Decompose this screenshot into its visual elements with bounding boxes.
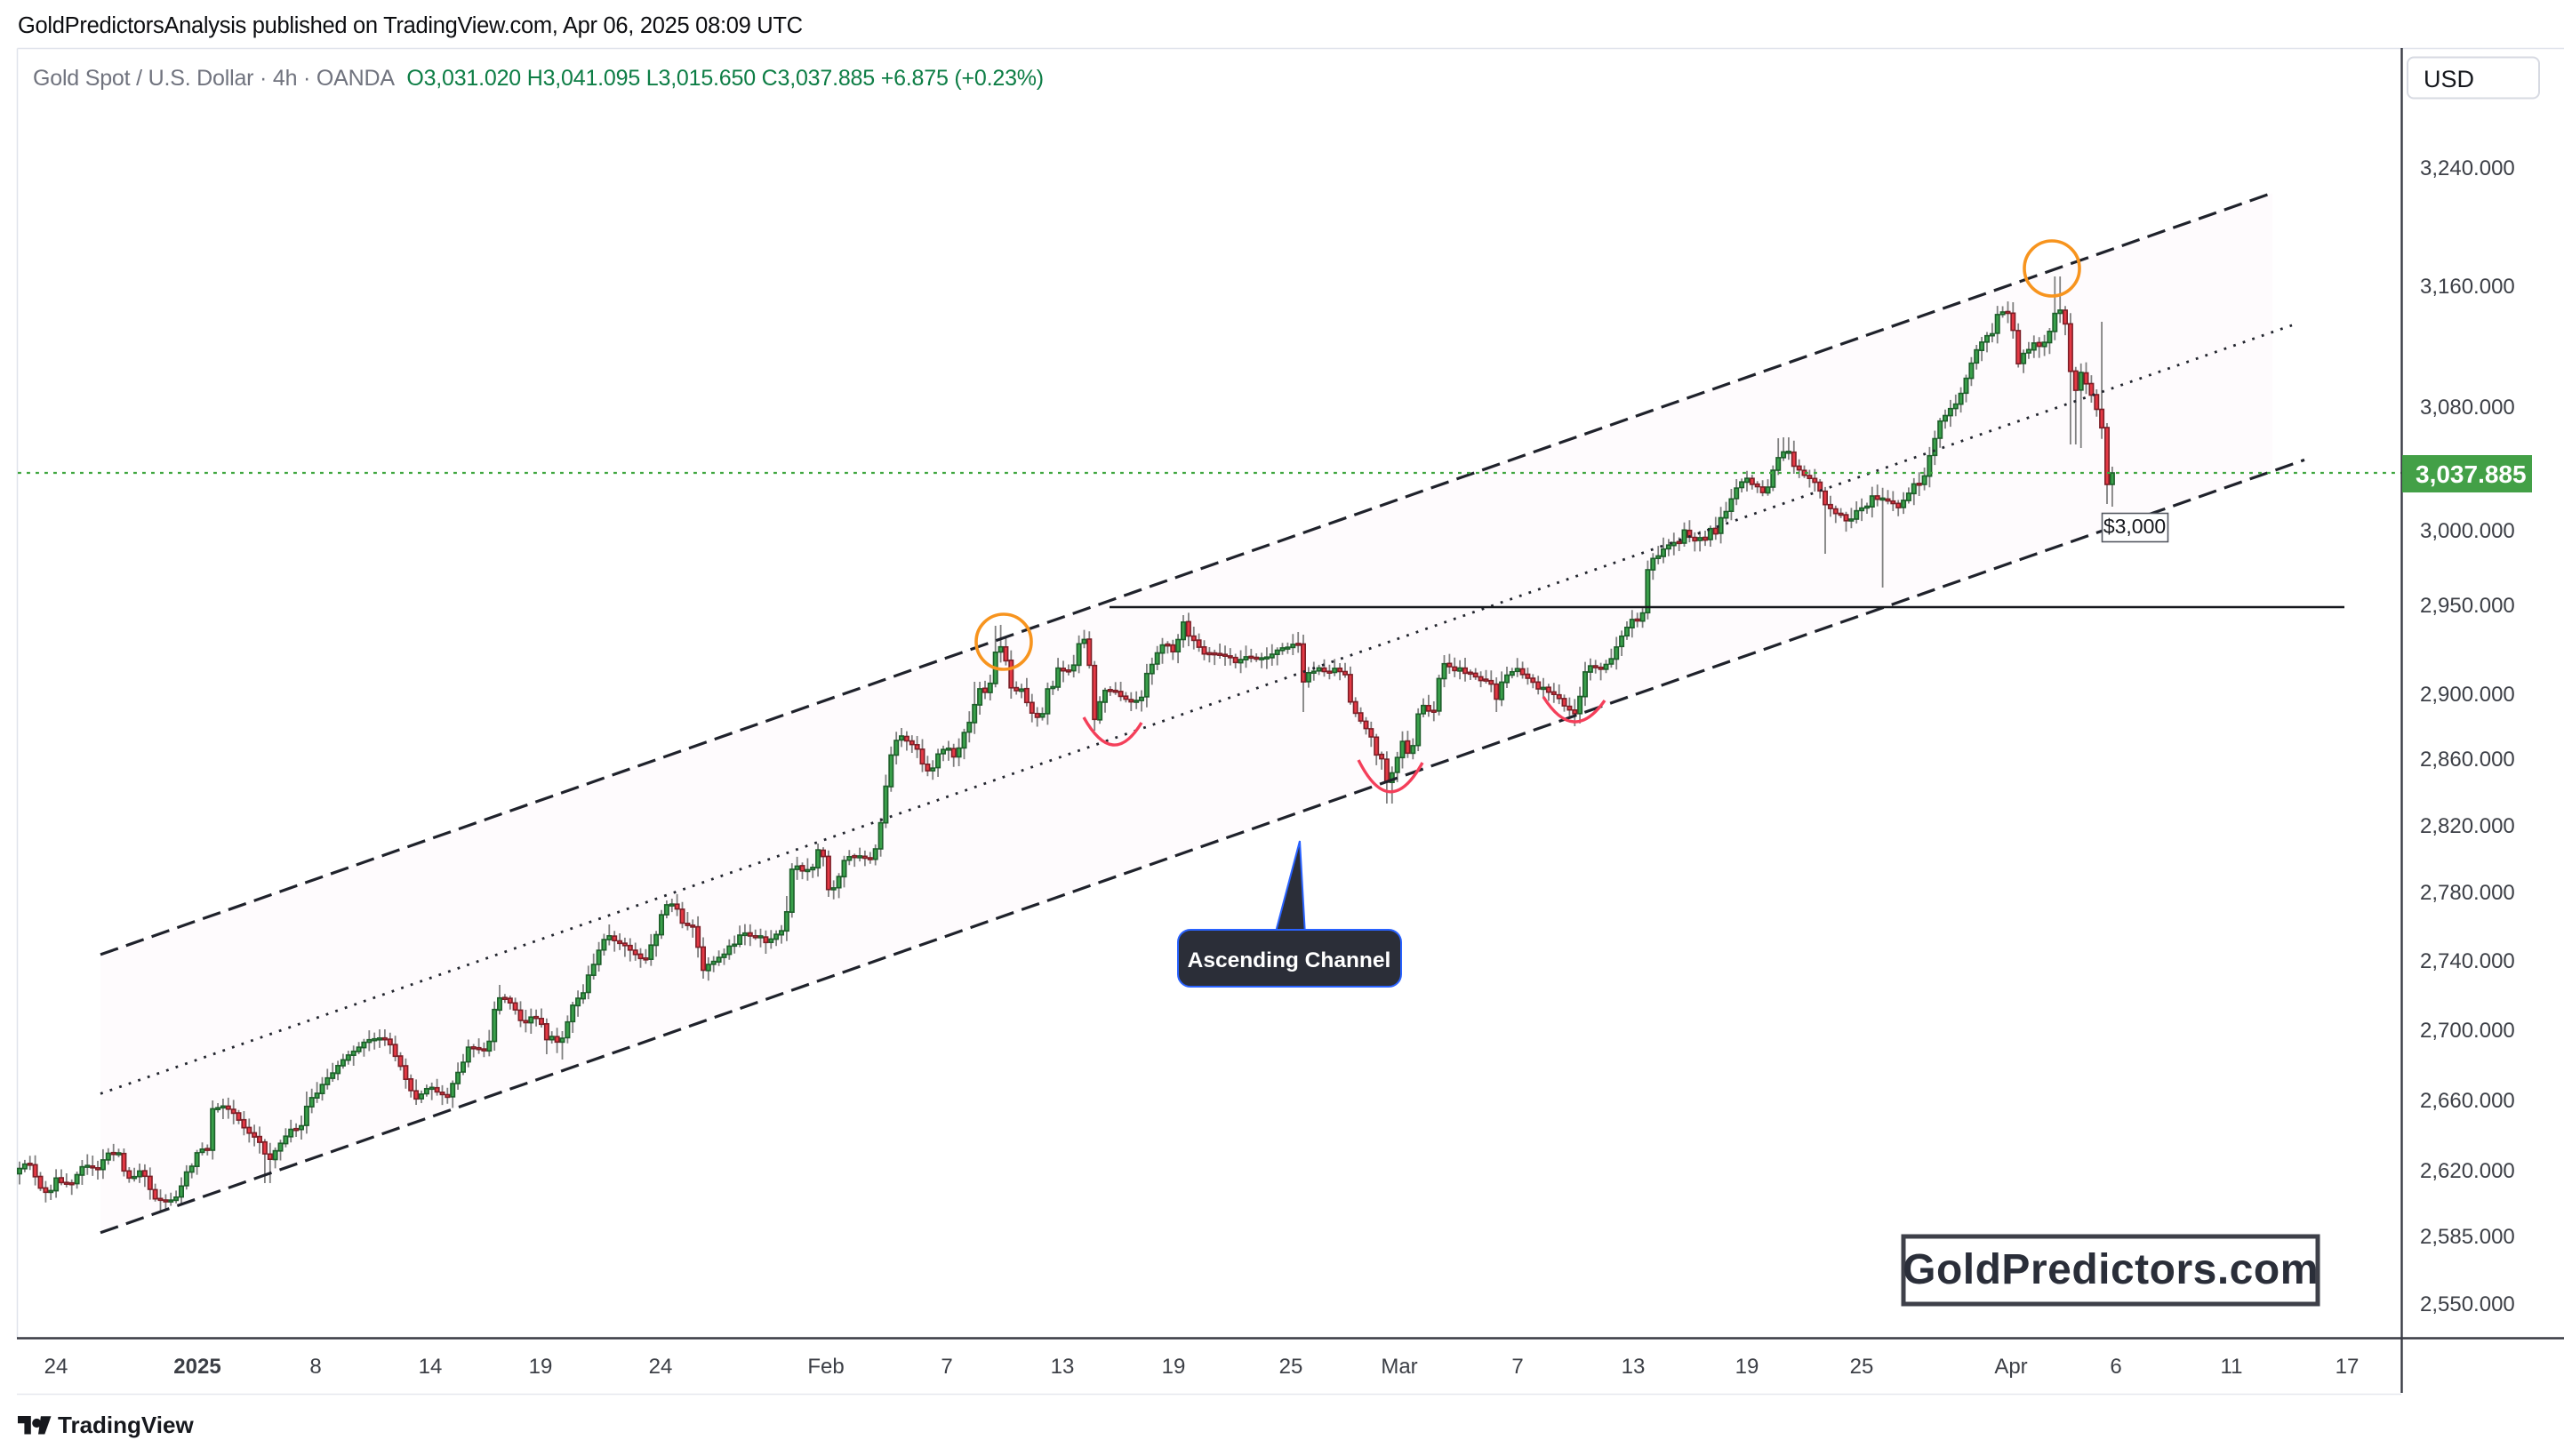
- svg-text:19: 19: [1162, 1355, 1186, 1379]
- svg-text:3,000.000: 3,000.000: [2420, 519, 2515, 543]
- svg-text:19: 19: [529, 1355, 553, 1379]
- svg-text:2,740.000: 2,740.000: [2420, 949, 2515, 973]
- svg-text:14: 14: [419, 1355, 443, 1379]
- svg-text:7: 7: [1511, 1355, 1523, 1379]
- svg-text:Feb: Feb: [807, 1355, 844, 1379]
- svg-text:2,660.000: 2,660.000: [2420, 1089, 2515, 1113]
- svg-text:Gold Spot / U.S. Dollar · 4h ·: Gold Spot / U.S. Dollar · 4h · OANDA O3,…: [33, 66, 1044, 91]
- svg-text:19: 19: [1735, 1355, 1759, 1379]
- svg-text:13: 13: [1622, 1355, 1646, 1379]
- svg-text:2,950.000: 2,950.000: [2420, 594, 2515, 618]
- svg-text:2,900.000: 2,900.000: [2420, 683, 2515, 707]
- svg-text:2,700.000: 2,700.000: [2420, 1019, 2515, 1043]
- svg-text:7: 7: [941, 1355, 952, 1379]
- svg-text:2,820.000: 2,820.000: [2420, 814, 2515, 838]
- svg-text:25: 25: [1279, 1355, 1303, 1379]
- svg-text:USD: USD: [2424, 66, 2474, 92]
- svg-text:3,240.000: 3,240.000: [2420, 156, 2515, 180]
- svg-text:3,160.000: 3,160.000: [2420, 275, 2515, 299]
- svg-text:13: 13: [1051, 1355, 1075, 1379]
- svg-text:Apr: Apr: [1994, 1355, 2027, 1379]
- svg-text:8: 8: [309, 1355, 321, 1379]
- svg-text:2,860.000: 2,860.000: [2420, 748, 2515, 772]
- svg-text:2025: 2025: [173, 1355, 220, 1379]
- svg-text:24: 24: [44, 1355, 68, 1379]
- svg-text:24: 24: [649, 1355, 673, 1379]
- svg-text:3,080.000: 3,080.000: [2420, 396, 2515, 420]
- svg-text:6: 6: [2110, 1355, 2121, 1379]
- svg-text:TradingView: TradingView: [58, 1412, 194, 1438]
- svg-text:2,550.000: 2,550.000: [2420, 1292, 2515, 1316]
- svg-text:Ascending Channel: Ascending Channel: [1188, 948, 1391, 972]
- svg-text:Mar: Mar: [1381, 1355, 1417, 1379]
- svg-text:2,620.000: 2,620.000: [2420, 1159, 2515, 1183]
- svg-text:$3,000: $3,000: [2103, 515, 2166, 538]
- svg-text:2,585.000: 2,585.000: [2420, 1225, 2515, 1249]
- svg-text:17: 17: [2336, 1355, 2360, 1379]
- svg-text:25: 25: [1850, 1355, 1874, 1379]
- svg-text:2,780.000: 2,780.000: [2420, 881, 2515, 905]
- svg-text:GoldPredictors.com: GoldPredictors.com: [1903, 1246, 2319, 1293]
- svg-text:3,037.885: 3,037.885: [2416, 460, 2527, 488]
- svg-text:11: 11: [2221, 1355, 2243, 1379]
- svg-text:GoldPredictorsAnalysis publish: GoldPredictorsAnalysis published on Trad…: [18, 13, 803, 38]
